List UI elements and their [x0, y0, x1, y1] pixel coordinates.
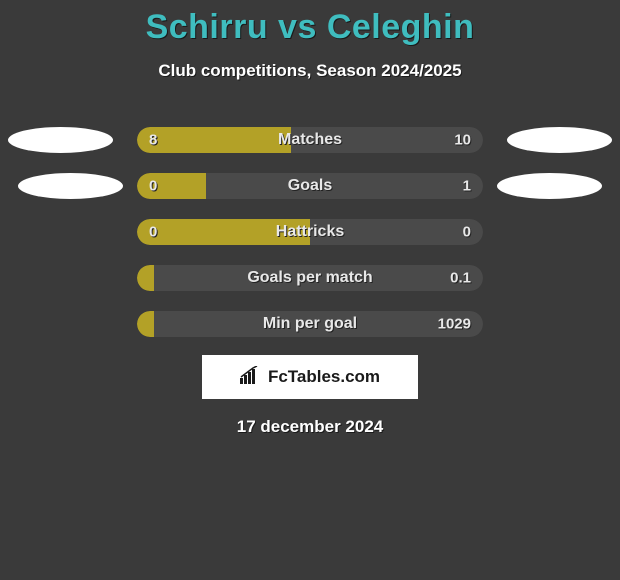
bar-segment-left	[137, 173, 206, 199]
stat-bar: Min per goal 1029	[137, 311, 483, 337]
stat-bar: Goals per match 0.1	[137, 265, 483, 291]
stat-value-right: 0.1	[450, 270, 471, 287]
bar-segment-left	[137, 311, 154, 337]
stat-row: Hattricks 0 0	[0, 209, 620, 255]
page-title: Schirru vs Celeghin	[0, 8, 620, 47]
player-left-marker	[18, 173, 123, 199]
brand-text: FcTables.com	[268, 367, 380, 387]
stat-label: Hattricks	[276, 223, 344, 241]
stat-label: Goals per match	[247, 269, 372, 287]
stat-label: Min per goal	[263, 315, 357, 333]
bar-segment-left	[137, 265, 154, 291]
bar-segment-right	[206, 173, 483, 199]
stat-row: Goals 0 1	[0, 163, 620, 209]
stat-value-left: 8	[149, 132, 157, 149]
player-right-marker	[507, 127, 612, 153]
stat-value-left: 0	[149, 224, 157, 241]
comparison-rows: Matches 8 10 Goals 0 1 Hattricks 0 0 Goals per ma…	[0, 117, 620, 347]
bar-segment-left	[137, 127, 291, 153]
brand-chart-icon	[240, 366, 262, 389]
player-right-marker	[497, 173, 602, 199]
brand-badge: FcTables.com	[202, 355, 418, 399]
stat-label: Goals	[288, 177, 332, 195]
stat-value-right: 10	[454, 132, 471, 149]
stat-row: Goals per match 0.1	[0, 255, 620, 301]
stat-bar: Goals 0 1	[137, 173, 483, 199]
stat-bar: Hattricks 0 0	[137, 219, 483, 245]
stat-bar: Matches 8 10	[137, 127, 483, 153]
stat-label: Matches	[278, 131, 342, 149]
stat-value-right: 1029	[438, 316, 471, 333]
stat-value-right: 0	[463, 224, 471, 241]
stat-row: Matches 8 10	[0, 117, 620, 163]
stat-value-right: 1	[463, 178, 471, 195]
stat-value-left: 0	[149, 178, 157, 195]
subtitle: Club competitions, Season 2024/2025	[0, 61, 620, 81]
stat-row: Min per goal 1029	[0, 301, 620, 347]
comparison-infographic: Schirru vs Celeghin Club competitions, S…	[0, 0, 620, 437]
player-left-marker	[8, 127, 113, 153]
date-line: 17 december 2024	[0, 417, 620, 437]
